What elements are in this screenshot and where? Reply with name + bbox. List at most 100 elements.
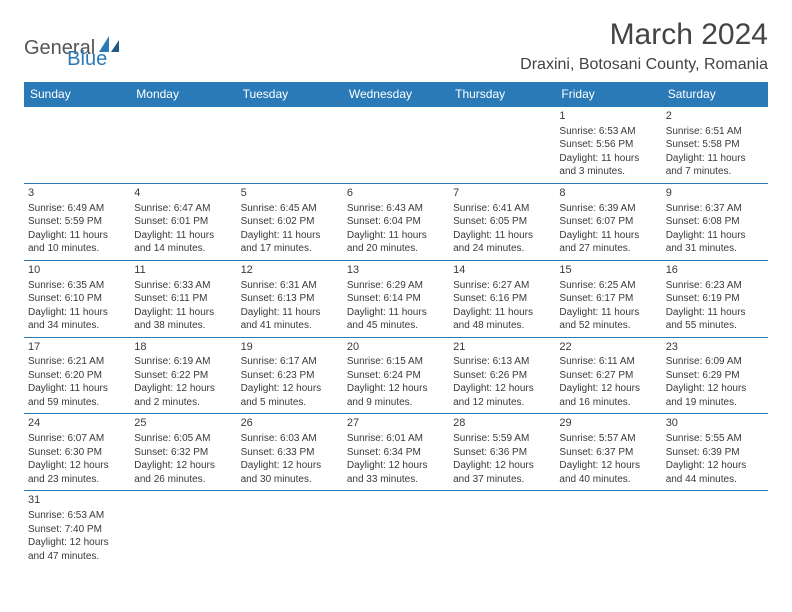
sunrise-text: Sunrise: 6:15 AM: [347, 355, 445, 369]
sunrise-text: Sunrise: 6:19 AM: [134, 355, 232, 369]
sunset-text: Sunset: 7:40 PM: [28, 523, 126, 537]
calendar-day-cell: 28Sunrise: 5:59 AMSunset: 6:36 PMDayligh…: [449, 414, 555, 491]
calendar-day-cell: 4Sunrise: 6:47 AMSunset: 6:01 PMDaylight…: [130, 183, 236, 260]
calendar-empty-cell: [449, 107, 555, 184]
daylight-text: Daylight: 12 hours: [666, 459, 764, 473]
daylight-text: and 10 minutes.: [28, 242, 126, 256]
daylight-text: Daylight: 12 hours: [559, 459, 657, 473]
day-header: Saturday: [662, 82, 768, 107]
daylight-text: Daylight: 11 hours: [559, 306, 657, 320]
day-number: 12: [241, 263, 339, 278]
calendar-empty-cell: [130, 491, 236, 567]
day-header: Thursday: [449, 82, 555, 107]
sunset-text: Sunset: 6:34 PM: [347, 446, 445, 460]
daylight-text: and 24 minutes.: [453, 242, 551, 256]
location-subtitle: Draxini, Botosani County, Romania: [520, 56, 768, 74]
daylight-text: Daylight: 12 hours: [453, 459, 551, 473]
day-header: Monday: [130, 82, 236, 107]
calendar-day-cell: 2Sunrise: 6:51 AMSunset: 5:58 PMDaylight…: [662, 107, 768, 184]
day-number: 9: [666, 186, 764, 201]
calendar-day-cell: 17Sunrise: 6:21 AMSunset: 6:20 PMDayligh…: [24, 337, 130, 414]
sunrise-text: Sunrise: 6:41 AM: [453, 202, 551, 216]
calendar-week-row: 24Sunrise: 6:07 AMSunset: 6:30 PMDayligh…: [24, 414, 768, 491]
daylight-text: Daylight: 11 hours: [347, 229, 445, 243]
sunrise-text: Sunrise: 6:13 AM: [453, 355, 551, 369]
daylight-text: Daylight: 11 hours: [28, 229, 126, 243]
sunrise-text: Sunrise: 6:07 AM: [28, 432, 126, 446]
day-number: 26: [241, 416, 339, 431]
sunrise-text: Sunrise: 6:43 AM: [347, 202, 445, 216]
sunrise-text: Sunrise: 6:11 AM: [559, 355, 657, 369]
sunset-text: Sunset: 6:16 PM: [453, 292, 551, 306]
daylight-text: and 44 minutes.: [666, 473, 764, 487]
daylight-text: Daylight: 12 hours: [28, 459, 126, 473]
day-number: 20: [347, 340, 445, 355]
daylight-text: and 3 minutes.: [559, 165, 657, 179]
daylight-text: and 9 minutes.: [347, 396, 445, 410]
day-number: 10: [28, 263, 126, 278]
daylight-text: Daylight: 11 hours: [28, 306, 126, 320]
sunrise-text: Sunrise: 6:25 AM: [559, 279, 657, 293]
logo: General Blue: [24, 26, 107, 71]
daylight-text: and 30 minutes.: [241, 473, 339, 487]
day-header: Tuesday: [237, 82, 343, 107]
day-number: 29: [559, 416, 657, 431]
daylight-text: Daylight: 12 hours: [666, 382, 764, 396]
sunset-text: Sunset: 6:30 PM: [28, 446, 126, 460]
calendar-day-cell: 15Sunrise: 6:25 AMSunset: 6:17 PMDayligh…: [555, 260, 661, 337]
day-number: 8: [559, 186, 657, 201]
calendar-day-cell: 11Sunrise: 6:33 AMSunset: 6:11 PMDayligh…: [130, 260, 236, 337]
calendar-body: 1Sunrise: 6:53 AMSunset: 5:56 PMDaylight…: [24, 107, 768, 568]
sunrise-text: Sunrise: 6:49 AM: [28, 202, 126, 216]
header: General Blue March 2024 Draxini, Botosan…: [24, 18, 768, 74]
day-number: 2: [666, 109, 764, 124]
calendar-week-row: 3Sunrise: 6:49 AMSunset: 5:59 PMDaylight…: [24, 183, 768, 260]
calendar-day-cell: 6Sunrise: 6:43 AMSunset: 6:04 PMDaylight…: [343, 183, 449, 260]
sunrise-text: Sunrise: 6:23 AM: [666, 279, 764, 293]
sunset-text: Sunset: 5:59 PM: [28, 215, 126, 229]
sunset-text: Sunset: 5:58 PM: [666, 138, 764, 152]
day-number: 15: [559, 263, 657, 278]
sunrise-text: Sunrise: 6:33 AM: [134, 279, 232, 293]
daylight-text: Daylight: 12 hours: [453, 382, 551, 396]
daylight-text: and 31 minutes.: [666, 242, 764, 256]
sunset-text: Sunset: 6:04 PM: [347, 215, 445, 229]
daylight-text: Daylight: 11 hours: [453, 229, 551, 243]
daylight-text: Daylight: 12 hours: [559, 382, 657, 396]
daylight-text: and 7 minutes.: [666, 165, 764, 179]
sunset-text: Sunset: 6:27 PM: [559, 369, 657, 383]
calendar-week-row: 17Sunrise: 6:21 AMSunset: 6:20 PMDayligh…: [24, 337, 768, 414]
daylight-text: Daylight: 11 hours: [559, 152, 657, 166]
day-number: 30: [666, 416, 764, 431]
daylight-text: Daylight: 11 hours: [666, 152, 764, 166]
daylight-text: and 59 minutes.: [28, 396, 126, 410]
day-number: 4: [134, 186, 232, 201]
day-number: 18: [134, 340, 232, 355]
sunset-text: Sunset: 6:14 PM: [347, 292, 445, 306]
sunset-text: Sunset: 6:17 PM: [559, 292, 657, 306]
calendar-day-cell: 7Sunrise: 6:41 AMSunset: 6:05 PMDaylight…: [449, 183, 555, 260]
sunrise-text: Sunrise: 6:29 AM: [347, 279, 445, 293]
calendar-day-cell: 8Sunrise: 6:39 AMSunset: 6:07 PMDaylight…: [555, 183, 661, 260]
daylight-text: and 37 minutes.: [453, 473, 551, 487]
calendar-day-cell: 30Sunrise: 5:55 AMSunset: 6:39 PMDayligh…: [662, 414, 768, 491]
daylight-text: and 5 minutes.: [241, 396, 339, 410]
calendar-empty-cell: [130, 107, 236, 184]
calendar-day-cell: 27Sunrise: 6:01 AMSunset: 6:34 PMDayligh…: [343, 414, 449, 491]
sunset-text: Sunset: 6:29 PM: [666, 369, 764, 383]
daylight-text: Daylight: 11 hours: [666, 306, 764, 320]
calendar-day-cell: 10Sunrise: 6:35 AMSunset: 6:10 PMDayligh…: [24, 260, 130, 337]
calendar-day-cell: 18Sunrise: 6:19 AMSunset: 6:22 PMDayligh…: [130, 337, 236, 414]
daylight-text: and 26 minutes.: [134, 473, 232, 487]
day-header-row: SundayMondayTuesdayWednesdayThursdayFrid…: [24, 82, 768, 107]
sunset-text: Sunset: 6:22 PM: [134, 369, 232, 383]
sunset-text: Sunset: 6:24 PM: [347, 369, 445, 383]
calendar-empty-cell: [449, 491, 555, 567]
day-number: 24: [28, 416, 126, 431]
daylight-text: and 48 minutes.: [453, 319, 551, 333]
daylight-text: Daylight: 12 hours: [241, 382, 339, 396]
daylight-text: and 40 minutes.: [559, 473, 657, 487]
day-number: 22: [559, 340, 657, 355]
sunset-text: Sunset: 6:33 PM: [241, 446, 339, 460]
day-header: Sunday: [24, 82, 130, 107]
